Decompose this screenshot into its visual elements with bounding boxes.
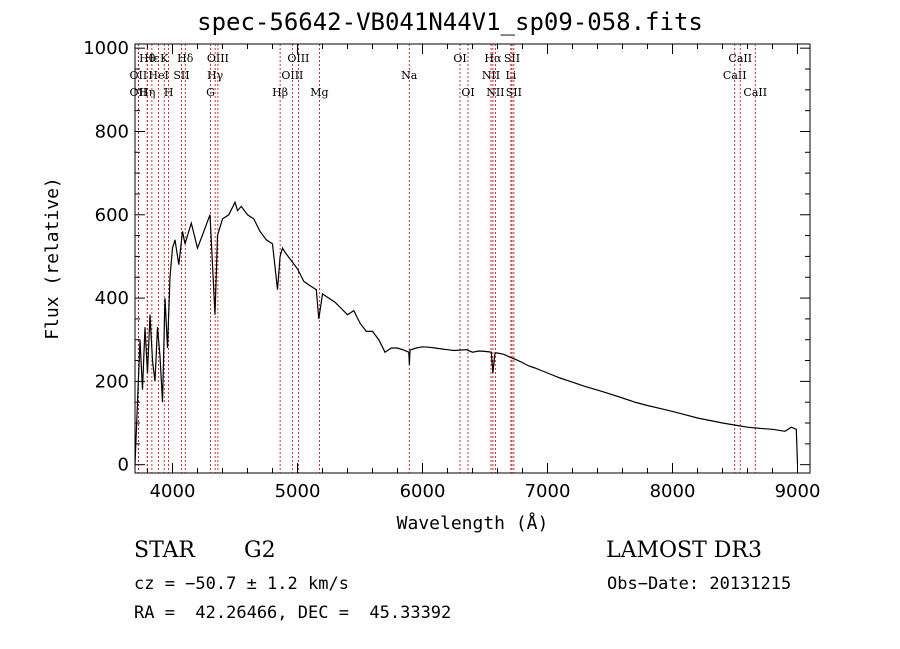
y-tick-label: 600: [95, 205, 129, 226]
marker-label: OIII: [281, 69, 303, 82]
object-class: STAR: [134, 538, 195, 563]
y-tick-label: 0: [118, 455, 129, 476]
marker-label: K: [160, 52, 169, 65]
y-tick-label: 400: [95, 288, 129, 309]
plot-frame: [134, 43, 811, 474]
marker-label: NII: [482, 69, 500, 82]
x-tick-label: 4000: [150, 481, 196, 502]
marker-label: HeI: [148, 69, 168, 82]
marker-label: CaII: [743, 86, 767, 99]
marker-label: H: [164, 86, 174, 99]
x-tick-label: 9000: [775, 481, 821, 502]
marker-label: Hα: [484, 52, 502, 65]
marker-label: Mg: [310, 86, 328, 99]
marker-label: Hδ: [177, 52, 194, 65]
y-axis-label: Flux (relative): [42, 177, 63, 340]
x-axis-label: Wavelength (Å): [397, 512, 549, 534]
marker-label: OII: [130, 69, 148, 82]
obs-date: Obs−Date: 20131215: [607, 574, 792, 594]
y-tick-label: 800: [95, 121, 129, 142]
marker-label: OI: [461, 86, 474, 99]
marker-label: Hβ: [272, 86, 288, 99]
x-tick-label: 8000: [650, 481, 696, 502]
marker-label: SII: [504, 52, 520, 65]
marker-label: OIII: [287, 52, 309, 65]
marker-label: G: [206, 86, 215, 99]
marker-label: Na: [401, 69, 418, 82]
marker-label: NII: [486, 86, 504, 99]
y-tick-label: 200: [95, 371, 129, 392]
spectrum-series-line: [134, 200, 799, 465]
chart-title: spec-56642-VB041N44V1_sp09-058.fits: [197, 8, 703, 36]
x-tick-label: 5000: [275, 481, 321, 502]
y-tick-label: 1000: [83, 38, 129, 59]
x-tick-label: 6000: [400, 481, 446, 502]
marker-label: SII: [506, 86, 522, 99]
object-subclass: G2: [244, 538, 276, 563]
x-tick-label: 7000: [525, 481, 571, 502]
marker-label: CaII: [728, 52, 752, 65]
marker-label: SII: [173, 69, 189, 82]
marker-label: OIII: [207, 52, 229, 65]
marker-label: OI: [453, 52, 466, 65]
marker-label: Hγ: [207, 69, 224, 82]
marker-label: Hε: [144, 52, 160, 65]
redshift-cz: cz = −50.7 ± 1.2 km/s: [134, 574, 349, 594]
marker-label: Li: [505, 69, 516, 82]
ra-dec: RA = 42.26466, DEC = 45.33392: [134, 603, 452, 623]
survey-name: LAMOST DR3: [606, 538, 762, 563]
marker-label: CaII: [723, 69, 747, 82]
